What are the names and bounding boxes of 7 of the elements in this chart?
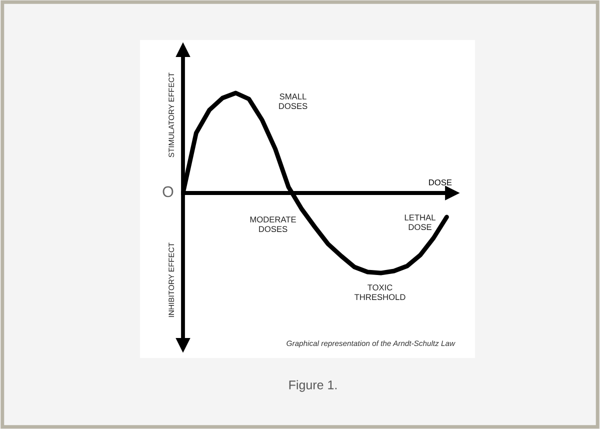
text: O xyxy=(162,186,174,198)
annotation: LETHAL DOSE xyxy=(404,214,436,230)
text: TOXIC THRESHOLD xyxy=(354,284,406,300)
caption: Figure 1. xyxy=(289,380,337,392)
annotation: SMALL DOSES xyxy=(279,94,308,110)
x-axis-title: DOSE xyxy=(429,179,452,186)
annotation: MODERATE DOSES xyxy=(250,216,296,232)
